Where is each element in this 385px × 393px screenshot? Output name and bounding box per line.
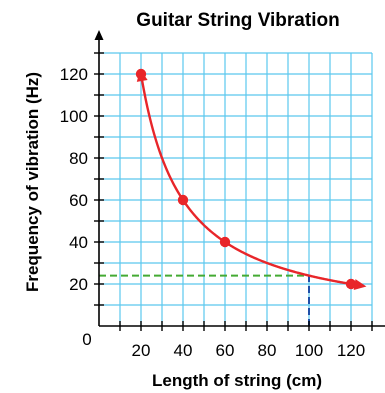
y-tick-label: 40	[69, 233, 88, 252]
curve-arrow-end	[353, 279, 367, 290]
data-point	[177, 194, 189, 206]
y-tick-label: 20	[69, 275, 88, 294]
chart-title: Guitar String Vibration	[136, 10, 339, 31]
data-point	[219, 236, 231, 248]
reference-lines	[99, 274, 310, 326]
data-points	[135, 68, 357, 290]
y-tick-label: 80	[69, 149, 88, 168]
x-tick-labels: 20 40 60 80 100 120	[132, 341, 366, 360]
x-tick-label: 40	[174, 341, 193, 360]
y-axis-arrow	[94, 30, 104, 40]
x-tick-label: 60	[216, 341, 235, 360]
x-tick-label: 80	[258, 341, 277, 360]
data-point	[135, 68, 147, 80]
y-tick-label: 60	[69, 191, 88, 210]
x-tick-label: 120	[337, 341, 365, 360]
x-axis-title: Length of string (cm)	[152, 371, 322, 390]
y-axis-title: Frequency of vibration (Hz)	[23, 72, 42, 292]
series-curve	[139, 73, 362, 287]
x-tick-label: 20	[132, 341, 151, 360]
axes	[94, 30, 385, 331]
y-tick-labels: 20 40 60 80 100 120	[60, 65, 88, 294]
y-tick-label: 100	[60, 107, 88, 126]
x-tick-label: 100	[295, 341, 323, 360]
data-point	[345, 278, 357, 290]
origin-label: 0	[82, 330, 91, 349]
grid	[99, 52, 373, 326]
y-tick-label: 120	[60, 65, 88, 84]
